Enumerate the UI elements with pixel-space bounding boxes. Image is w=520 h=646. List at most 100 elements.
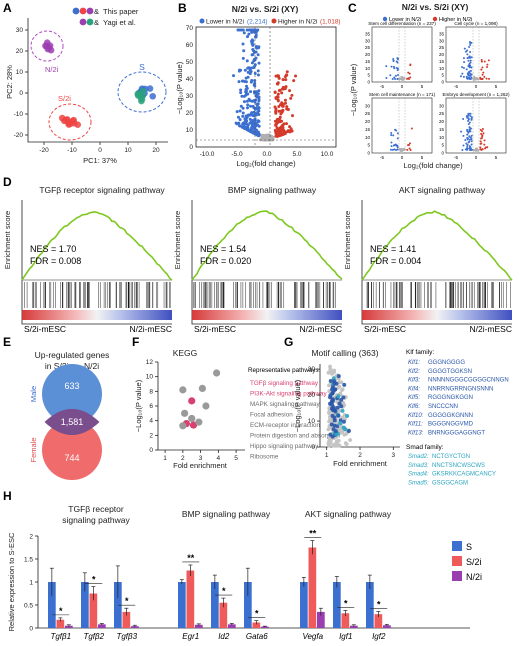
c-ytick: 30 bbox=[365, 103, 371, 108]
h-bar bbox=[81, 582, 89, 628]
motif-point-klf bbox=[328, 379, 333, 384]
legend-this-paper: This paper bbox=[103, 7, 139, 16]
motif-point bbox=[342, 432, 347, 437]
b-xlabel: Log₂(fold change) bbox=[236, 159, 296, 168]
volcano-point-lower bbox=[252, 90, 256, 94]
pca-point-yagi-s bbox=[139, 87, 147, 95]
klf-motif-seq: BGGGNGGVMD bbox=[428, 422, 474, 428]
panel-a: A & This paper & Yagi et al. 30 20 10 0 … bbox=[3, 1, 168, 165]
panel-e-letter: E bbox=[3, 335, 11, 349]
pca-point-s bbox=[149, 92, 157, 100]
g-ytick: 0 bbox=[311, 444, 315, 451]
volcano-point-higher bbox=[278, 127, 282, 131]
h-bar bbox=[195, 624, 203, 628]
kegg-point bbox=[198, 384, 206, 392]
c-point-lower bbox=[396, 146, 399, 149]
pca-point-yagi-s bbox=[134, 90, 142, 98]
c-point-higher bbox=[481, 128, 484, 131]
f-points bbox=[179, 369, 221, 430]
c-point-higher bbox=[407, 144, 410, 147]
volcano-point-lower bbox=[257, 61, 261, 65]
volcano-point-lower bbox=[241, 42, 245, 46]
c-point-lower bbox=[463, 61, 466, 64]
h-ytick: 2 bbox=[29, 534, 33, 541]
motif-point-klf bbox=[333, 429, 338, 434]
b-ytick: 60 bbox=[186, 42, 194, 49]
c-point-higher bbox=[408, 142, 411, 145]
volcano-point-lower bbox=[250, 122, 254, 126]
volcano-point-higher bbox=[276, 95, 280, 99]
motif-point-klf bbox=[342, 382, 347, 387]
f-ytick: 4 bbox=[149, 418, 153, 425]
volcano-point-higher bbox=[287, 129, 291, 133]
d-plots: TGFβ receptor signaling pathway Enrichmen… bbox=[3, 185, 513, 334]
motif-point bbox=[339, 380, 344, 385]
volcano-point-lower bbox=[251, 113, 255, 117]
motif-point-smad bbox=[338, 421, 343, 426]
c-legend-higher: Higher in N/2i bbox=[439, 17, 472, 23]
pca-point-s2i bbox=[58, 114, 66, 122]
h-category-label: Igf2 bbox=[372, 632, 386, 641]
c-ytick: 10 bbox=[365, 135, 371, 140]
volcano-point-lower bbox=[246, 70, 250, 74]
c-point-lower bbox=[467, 122, 470, 125]
c-point-lower bbox=[393, 148, 396, 151]
volcano-point-lower bbox=[245, 59, 249, 63]
panel-b-letter: B bbox=[178, 1, 187, 15]
volcano-point-higher bbox=[278, 115, 282, 119]
smad-motif-seq: NNCTSNCWSCWS bbox=[432, 463, 485, 469]
volcano-point-higher bbox=[280, 119, 284, 123]
volcano-point-lower bbox=[232, 74, 236, 78]
c-point-ns bbox=[401, 79, 404, 81]
b-xticks: -10.0 -5.0 0.0 5.0 10.0 bbox=[200, 151, 334, 158]
h-axis-ticks: 0 0.5 1 1.5 2 bbox=[24, 534, 38, 633]
b-ylabel: −Log₁₀(P value) bbox=[175, 61, 184, 114]
h-sig-mark: * bbox=[92, 575, 96, 585]
h-ytick: 0.5 bbox=[24, 603, 33, 610]
kegg-point bbox=[179, 422, 187, 430]
c-point-lower bbox=[466, 130, 469, 133]
c-point-higher bbox=[482, 132, 485, 135]
legend-yagi: Yagi et al. bbox=[103, 18, 136, 27]
volcano-point-higher bbox=[275, 132, 279, 136]
gsea-curve bbox=[191, 210, 343, 281]
volcano-point-lower bbox=[254, 56, 258, 60]
kegg-point bbox=[179, 386, 187, 394]
volcano-point-lower bbox=[256, 119, 260, 123]
g-klf-title: Klf family: bbox=[406, 349, 434, 356]
c-point-lower bbox=[385, 77, 388, 80]
volcano-point-lower bbox=[251, 28, 255, 32]
panel-h-letter: H bbox=[3, 489, 12, 503]
motif-point-klf bbox=[330, 390, 335, 395]
h-bar bbox=[244, 582, 252, 628]
c-point-lower bbox=[467, 141, 470, 144]
g-klf-list: Klf1: GGGNGGGG Klf2: GGGGTGGKSN Klf3: NNNNNGG… bbox=[408, 360, 509, 436]
c-xtick: 0 bbox=[475, 84, 478, 89]
volcano-point-lower bbox=[254, 113, 258, 117]
volcano-point-lower bbox=[253, 126, 257, 130]
volcano-point-lower bbox=[253, 64, 257, 68]
h-legend-label: N/2i bbox=[466, 572, 482, 582]
klf-motif-name: Klf2: bbox=[408, 369, 420, 375]
h-ytick: 1.5 bbox=[24, 557, 33, 564]
c-ytick: 5 bbox=[367, 143, 370, 148]
b-xtick: -5.0 bbox=[231, 151, 243, 158]
volcano-point-lower bbox=[257, 113, 261, 117]
b-legend-higher: Higher in N/2i bbox=[278, 19, 317, 26]
c-point-ns bbox=[401, 75, 404, 78]
volcano-point-higher bbox=[279, 133, 283, 137]
c-point-lower bbox=[469, 72, 472, 75]
volcano-point-lower bbox=[254, 33, 258, 37]
c-point-lower bbox=[467, 77, 470, 80]
b-legend: Lower in N/2i (2,214) Higher in N/2i (1,… bbox=[199, 18, 341, 26]
volcano-point-lower bbox=[255, 29, 259, 33]
motif-point bbox=[335, 442, 340, 447]
volcano-point-higher bbox=[283, 98, 287, 102]
c-point-lower bbox=[469, 136, 472, 139]
volcano-point-lower bbox=[247, 28, 251, 32]
motif-point-klf bbox=[346, 428, 351, 433]
motif-point-smad bbox=[334, 432, 339, 437]
motif-point-smad bbox=[345, 413, 350, 418]
f-ytick: 8 bbox=[149, 388, 153, 395]
